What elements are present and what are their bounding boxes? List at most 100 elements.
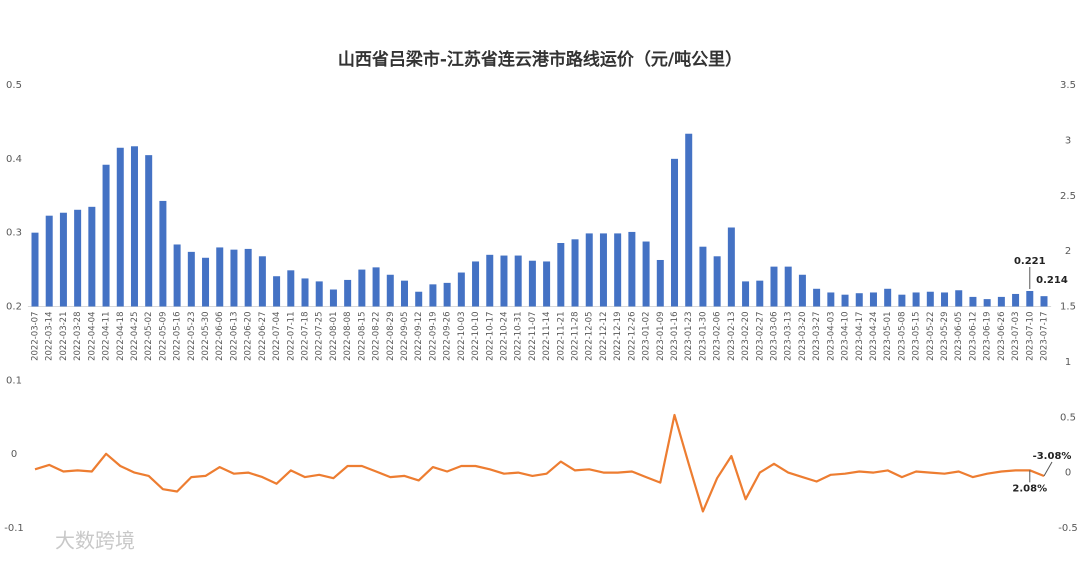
x-tick-label: 2023-06-05 <box>954 312 964 361</box>
x-tick-label: 2022-11-21 <box>556 312 566 361</box>
x-tick-label: 2022-08-08 <box>343 312 353 361</box>
x-tick-label: 2022-08-15 <box>357 312 367 361</box>
x-tick-label: 2022-07-11 <box>286 312 296 361</box>
x-tick-label: 2023-01-09 <box>656 312 666 361</box>
chart-title: 山西省吕梁市-江苏省连云港市路线运价（元/吨公里） <box>338 49 742 70</box>
bar <box>855 293 863 307</box>
x-tick-label: 2022-12-19 <box>613 312 623 361</box>
x-tick-label: 2022-11-14 <box>542 312 552 361</box>
bar <box>1012 293 1020 307</box>
y2-tick-label: -0.5 <box>1058 523 1078 534</box>
bar <box>329 289 337 307</box>
x-tick-label: 2022-10-17 <box>485 312 495 361</box>
bar <box>443 282 451 307</box>
bar <box>273 276 281 307</box>
x-tick-label: 2023-06-19 <box>983 312 993 361</box>
bar <box>926 291 934 307</box>
x-tick-label: 2023-04-24 <box>869 312 879 361</box>
bar <box>955 290 963 307</box>
bar <box>88 206 96 307</box>
data-label: 2.08% <box>1012 483 1047 494</box>
bar <box>130 146 138 307</box>
y-tick-label: 0.2 <box>6 302 22 313</box>
y-tick-label: 0 <box>11 449 17 460</box>
bar <box>713 256 721 307</box>
x-tick-label: 2022-09-26 <box>443 312 453 361</box>
bar <box>557 243 565 307</box>
bar <box>400 280 408 307</box>
x-tick-label: 2023-04-10 <box>841 312 851 361</box>
x-tick-label: 2023-05-22 <box>926 312 936 361</box>
bar <box>457 272 465 307</box>
bar <box>372 267 380 307</box>
x-tick-label: 2022-10-24 <box>499 311 509 360</box>
x-tick-label: 2022-04-25 <box>130 312 140 361</box>
y2-tick-label: 1.5 <box>1060 302 1076 313</box>
bar <box>102 164 110 307</box>
x-tick-label: 2022-12-05 <box>585 312 595 361</box>
x-tick-label: 2022-05-09 <box>158 312 168 361</box>
x-tick-label: 2022-03-28 <box>73 312 83 361</box>
x-tick-label: 2023-01-02 <box>642 312 652 361</box>
x-tick-label: 2022-08-01 <box>329 312 339 361</box>
x-tick-label: 2022-07-25 <box>315 312 325 361</box>
x-tick-label: 2023-03-27 <box>812 312 822 361</box>
bar <box>386 274 394 307</box>
bar <box>486 254 494 307</box>
x-tick-label: 2023-04-03 <box>826 312 836 361</box>
bar <box>997 296 1005 307</box>
y-tick-label: -0.1 <box>4 523 24 534</box>
x-tick-label: 2022-05-30 <box>201 312 211 361</box>
x-tick-label: 2022-05-16 <box>173 312 183 361</box>
bar <box>358 269 366 307</box>
bar <box>671 158 679 307</box>
bar <box>159 200 167 307</box>
bar <box>585 233 593 307</box>
bar <box>941 292 949 307</box>
bar <box>756 280 764 307</box>
bar <box>685 133 693 307</box>
bar <box>898 294 906 307</box>
bar <box>500 255 508 307</box>
x-tick-label: 2022-09-12 <box>414 312 424 361</box>
x-tick-label: 2022-12-26 <box>627 312 637 361</box>
bar <box>528 260 536 307</box>
watermark: 大数跨境 <box>55 529 135 553</box>
bar <box>202 257 210 307</box>
x-tick-label: 2022-06-27 <box>258 312 268 361</box>
data-label: -3.08% <box>1033 451 1072 462</box>
x-tick-label: 2022-12-12 <box>599 312 609 361</box>
bar <box>187 251 195 307</box>
y2-tick-label: 0.5 <box>1060 412 1076 423</box>
x-tick-label: 2023-05-15 <box>912 312 922 361</box>
bar <box>742 281 750 307</box>
bar <box>514 255 522 307</box>
bar <box>869 292 877 307</box>
bar <box>59 212 67 307</box>
bar <box>145 155 153 307</box>
x-tick-label: 2022-06-20 <box>244 312 254 361</box>
bar <box>344 279 352 307</box>
x-tick-label: 2022-11-07 <box>528 312 538 361</box>
bar <box>841 294 849 307</box>
x-tick-label: 2022-08-22 <box>372 312 382 361</box>
leader-line <box>1043 461 1053 477</box>
x-tick-label: 2022-07-18 <box>301 312 311 361</box>
bar <box>244 248 252 307</box>
bar <box>315 281 323 307</box>
data-label: 0.221 <box>1014 256 1046 267</box>
bar <box>784 266 792 307</box>
x-tick-label: 2022-09-05 <box>400 312 410 361</box>
x-tick-label: 2022-06-06 <box>215 312 225 361</box>
bar <box>599 233 607 307</box>
y2-tick-label: 0 <box>1065 468 1071 479</box>
bar <box>571 239 579 307</box>
x-tick-label: 2022-09-19 <box>428 312 438 361</box>
y-tick-label: 0.4 <box>6 154 22 165</box>
x-tick-label: 2023-03-06 <box>769 312 779 361</box>
bar <box>969 296 977 307</box>
bar <box>74 209 82 307</box>
x-tick-label: 2022-06-13 <box>229 312 239 361</box>
bar <box>727 227 735 307</box>
